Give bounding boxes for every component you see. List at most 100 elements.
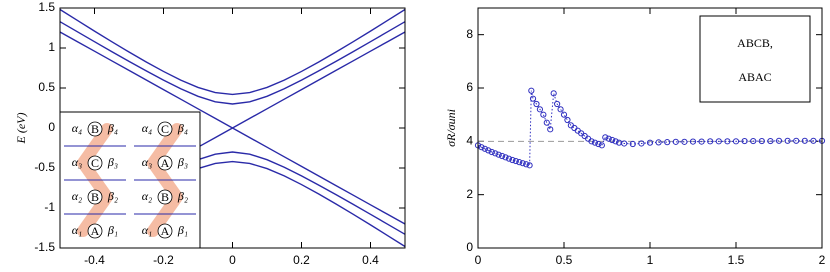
y-axis-label: σR/σuni xyxy=(444,109,458,147)
inset-alpha: α₄ xyxy=(142,121,152,135)
data-point xyxy=(588,138,595,145)
inset-beta: β₄ xyxy=(177,121,188,135)
data-point xyxy=(605,135,612,142)
x-tick-label: 1.5 xyxy=(728,253,745,267)
data-point xyxy=(741,137,748,145)
inset-atom xyxy=(87,155,103,171)
annotation-text: ABAC xyxy=(738,70,771,84)
inset-beta: β₄ xyxy=(107,121,118,135)
data-point xyxy=(784,137,791,144)
data-point xyxy=(495,151,502,158)
data-point xyxy=(557,106,564,113)
data-point xyxy=(621,140,628,147)
data-point xyxy=(509,156,516,164)
inset-atom-label: A xyxy=(91,224,100,238)
data-point xyxy=(655,139,662,146)
inset-beta: β₁ xyxy=(107,223,118,237)
data-point xyxy=(478,144,485,151)
inset-atom xyxy=(157,189,173,205)
data-point xyxy=(516,159,523,166)
y-tick-label: 4 xyxy=(466,134,473,148)
inset-alpha: α₄ xyxy=(72,121,82,135)
inset-atom xyxy=(87,223,103,239)
inset-beta: β₃ xyxy=(107,155,118,169)
band-line xyxy=(59,21,406,105)
data-point xyxy=(540,111,547,118)
data-point xyxy=(646,139,654,146)
inset-atom xyxy=(157,121,173,137)
data-point xyxy=(612,138,619,145)
plot-frame xyxy=(59,7,406,249)
inset-beta: β₁ xyxy=(177,223,188,237)
data-point xyxy=(793,137,800,144)
x-tick-label: -0.2 xyxy=(153,253,174,267)
data-point xyxy=(488,148,495,156)
inset-atom xyxy=(157,223,173,239)
data-point xyxy=(810,137,817,144)
y-tick-label: 0.5 xyxy=(38,80,55,94)
data-point xyxy=(724,138,731,145)
x-tick-label: 0 xyxy=(229,253,236,267)
y-tick-label: 0 xyxy=(48,120,55,134)
data-point xyxy=(750,137,757,145)
y-tick-label: 0 xyxy=(466,240,473,254)
y-tick-label: -1 xyxy=(44,200,55,214)
data-point xyxy=(767,137,774,145)
x-tick-label: 2 xyxy=(819,253,826,267)
x-tick-label: 0 xyxy=(475,253,482,267)
x-tick-label: 0.4 xyxy=(362,253,379,267)
data-point xyxy=(481,145,488,152)
inset-atom-label: B xyxy=(91,190,99,204)
y-tick-label: 1.5 xyxy=(38,0,55,14)
inset-alpha: α₁ xyxy=(72,223,82,237)
y-tick-label: 1 xyxy=(48,40,55,54)
data-point xyxy=(591,139,599,146)
inset-atom-label: A xyxy=(161,156,170,170)
data-point xyxy=(547,126,554,133)
data-point xyxy=(528,87,535,94)
inset-alpha: α₂ xyxy=(72,189,82,203)
data-point xyxy=(533,100,540,108)
data-point xyxy=(595,140,602,148)
data-point xyxy=(698,138,705,145)
data-point xyxy=(732,138,740,145)
y-axis-label: E (eV) xyxy=(14,113,28,145)
data-point xyxy=(801,137,808,144)
data-point xyxy=(536,106,544,113)
data-point xyxy=(502,154,509,161)
inset-atom-label: B xyxy=(91,122,99,136)
y-tick-label: 2 xyxy=(466,187,473,201)
inset-atom-label: C xyxy=(161,122,169,136)
data-point xyxy=(664,139,671,146)
data-point xyxy=(715,138,722,145)
data-point xyxy=(707,138,714,145)
y-tick-label: -0.5 xyxy=(34,160,55,174)
annotation-text: ABCB, xyxy=(737,36,773,50)
data-point xyxy=(554,100,561,108)
inset-beta: β₃ xyxy=(177,155,188,169)
data-point xyxy=(526,162,533,169)
data-point xyxy=(564,116,571,124)
data-point xyxy=(519,160,526,167)
x-tick-label: 0.2 xyxy=(293,253,310,267)
x-tick-label: 1 xyxy=(647,253,654,267)
inset-alpha: α₃ xyxy=(142,155,152,169)
inset-alpha: α₁ xyxy=(142,223,152,237)
inset-atom xyxy=(157,155,173,171)
plot-frame xyxy=(477,7,823,249)
data-point xyxy=(681,138,688,145)
data-point xyxy=(598,142,605,149)
band-line xyxy=(59,8,406,96)
data-point xyxy=(629,140,636,148)
inset-alpha: α₂ xyxy=(142,189,152,203)
data-point xyxy=(485,147,492,154)
x-tick-label: -0.4 xyxy=(84,253,105,267)
data-point xyxy=(775,137,783,144)
y-tick-label: 8 xyxy=(466,27,473,41)
data-point xyxy=(492,150,499,157)
data-point xyxy=(550,90,557,97)
data-point xyxy=(689,138,697,145)
inset-atom xyxy=(87,189,103,205)
data-point xyxy=(638,140,645,147)
